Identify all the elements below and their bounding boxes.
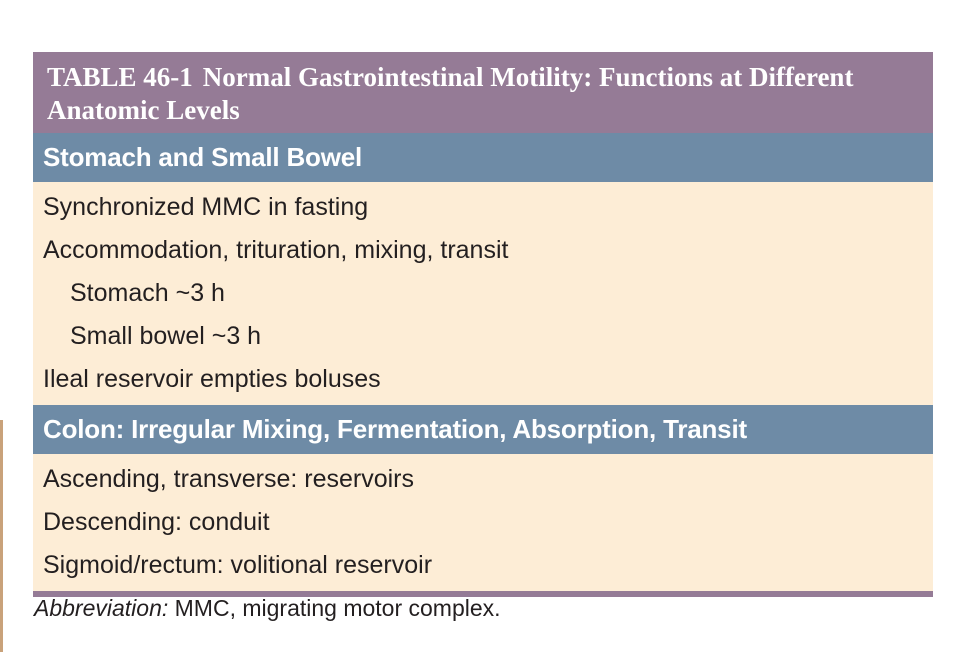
table-row: Synchronized MMC in fasting	[43, 193, 369, 221]
page-edge-mark	[0, 420, 3, 652]
table-row: Descending: conduit	[43, 508, 270, 536]
table-row: Ileal reservoir empties boluses	[43, 365, 381, 393]
table-bottom-rule	[33, 591, 933, 597]
footnote-text: MMC, migrating motor complex.	[168, 595, 501, 621]
table-footnote: Abbreviation: MMC, migrating motor compl…	[34, 593, 501, 623]
section-body-colon: Ascending, transverse: reservoirs Descen…	[33, 454, 933, 591]
table-row: Ascending, transverse: reservoirs	[43, 465, 414, 493]
motility-table: TABLE 46-1 Normal Gastrointestinal Motili…	[33, 52, 933, 597]
table-row: Accommodation, trituration, mixing, tran…	[43, 236, 509, 264]
section-heading-stomach-small-bowel: Stomach and Small Bowel	[33, 133, 933, 182]
section-body-stomach-small-bowel: Synchronized MMC in fasting Accommodatio…	[33, 182, 933, 405]
table-row-indented: Stomach ~3 h	[70, 279, 225, 307]
table-title-bar: TABLE 46-1 Normal Gastrointestinal Motili…	[33, 52, 933, 133]
table-title: Normal Gastrointestinal Motility: Functi…	[47, 62, 854, 125]
table-row: Sigmoid/rectum: volitional reservoir	[43, 551, 433, 579]
section-heading-colon: Colon: Irregular Mixing, Fermentation, A…	[33, 405, 933, 454]
table-number: TABLE 46-1	[47, 62, 193, 92]
table-row-indented: Small bowel ~3 h	[70, 322, 262, 350]
footnote-label: Abbreviation:	[34, 595, 169, 621]
